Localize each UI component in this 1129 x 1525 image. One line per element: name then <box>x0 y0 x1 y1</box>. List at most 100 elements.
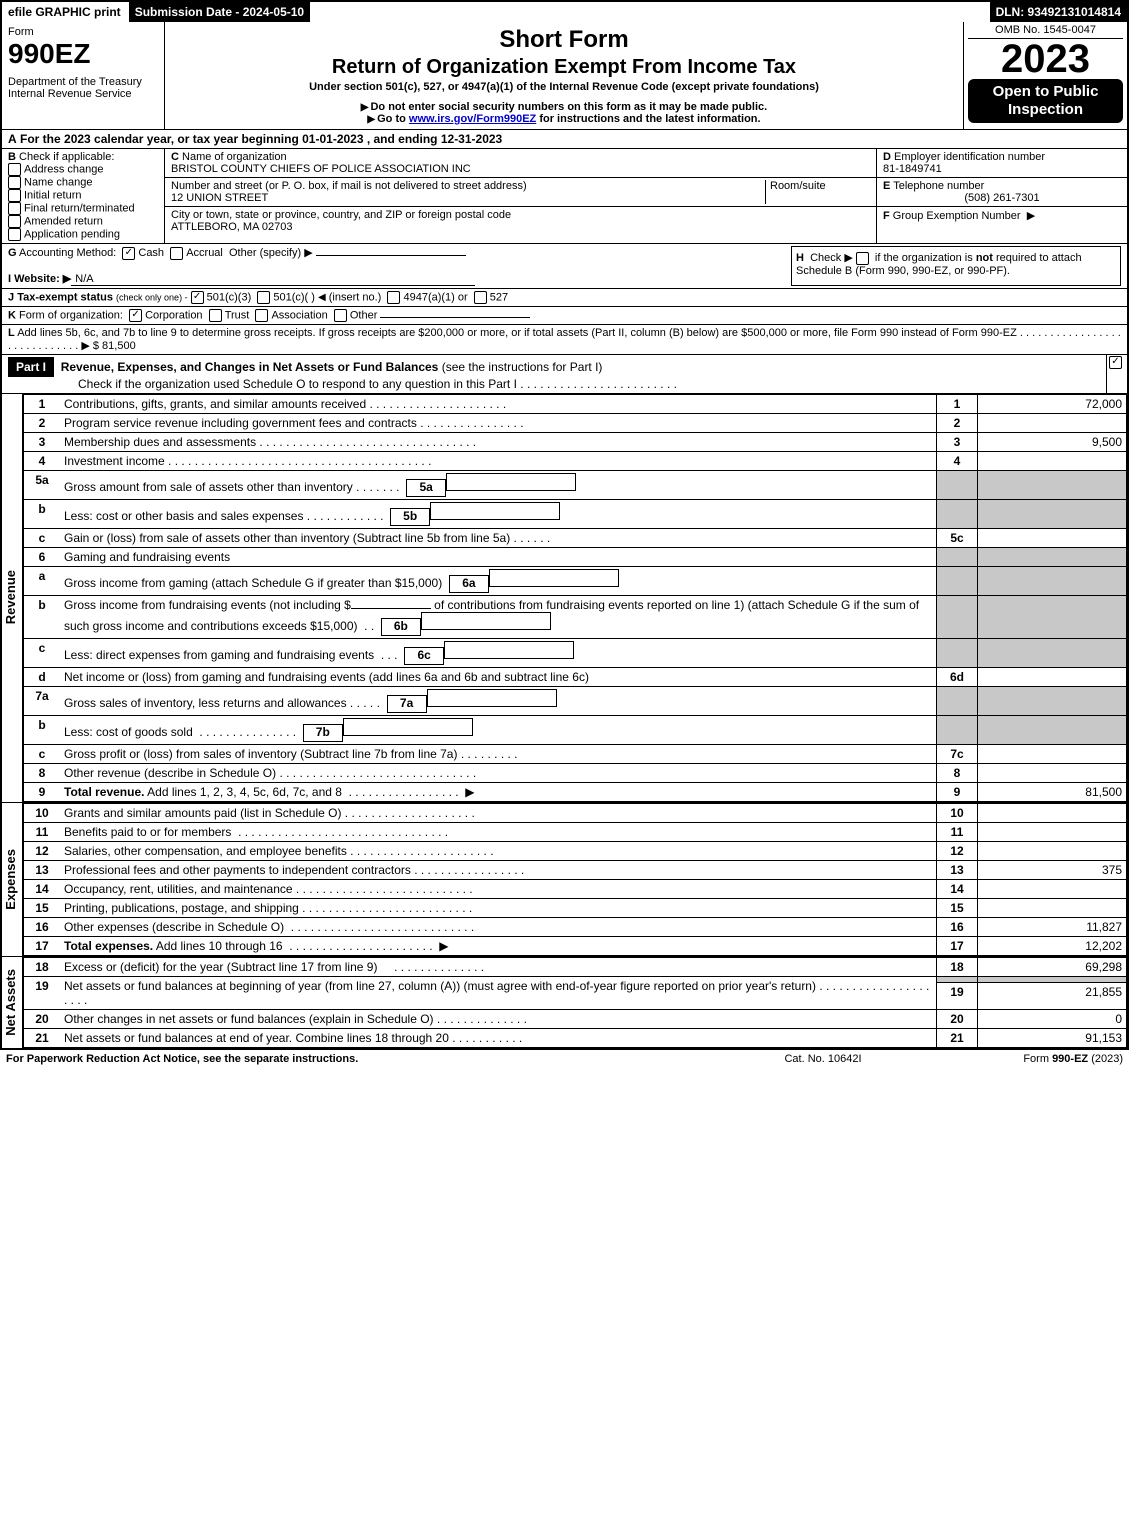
l19-val: 21,855 <box>978 983 1127 1009</box>
submission-date: Submission Date - 2024-05-10 <box>129 2 312 22</box>
l20-box: 20 <box>937 1009 978 1028</box>
c-addr-label: Number and street (or P. O. box, if mail… <box>171 180 527 192</box>
col-c: C Name of organization BRISTOL COUNTY CH… <box>165 149 877 243</box>
l6c-ival <box>444 641 574 659</box>
netassets-section: Net Assets 18Excess or (deficit) for the… <box>2 957 1127 1048</box>
b-label: Check if applicable: <box>19 151 114 163</box>
checkbox-accrual[interactable] <box>170 247 183 260</box>
header-right: OMB No. 1545-0047 2023 Open to Public In… <box>964 22 1127 129</box>
checkbox-app-pending[interactable] <box>8 228 21 241</box>
l7a-val-shade <box>978 686 1127 715</box>
l8-val <box>978 763 1127 782</box>
l18-desc: Excess or (deficit) for the year (Subtra… <box>60 957 937 976</box>
k-assoc: Association <box>271 309 327 321</box>
l17-no: 17 <box>24 936 61 955</box>
l16-box: 16 <box>937 917 978 936</box>
checkbox-corp[interactable] <box>129 309 142 322</box>
l20-no: 20 <box>24 1009 61 1028</box>
g-cash: Cash <box>138 247 164 259</box>
checkbox-name-change[interactable] <box>8 176 21 189</box>
l12-no: 12 <box>24 841 61 860</box>
l5c-no: c <box>24 528 61 547</box>
checkbox-cash[interactable] <box>122 247 135 260</box>
l2-box: 2 <box>937 413 978 432</box>
l4-no: 4 <box>24 451 61 470</box>
header-mid: Short Form Return of Organization Exempt… <box>165 22 964 129</box>
footer-cat-no: Cat. No. 10642I <box>723 1053 923 1065</box>
l5b-no: b <box>24 499 61 528</box>
j-note: (check only one) - <box>116 292 188 302</box>
line-l: L Add lines 5b, 6c, and 7b to line 9 to … <box>2 325 1127 355</box>
l3-no: 3 <box>24 432 61 451</box>
l7a-box-shade <box>937 686 978 715</box>
l11-box: 11 <box>937 822 978 841</box>
open-public-badge: Open to Public Inspection <box>968 79 1123 123</box>
l6b-desc: Gross income from fundraising events (no… <box>60 595 937 638</box>
line-a-text: For the 2023 calendar year, or tax year … <box>20 132 502 146</box>
checkbox-address-change[interactable] <box>8 163 21 176</box>
l21-box: 21 <box>937 1028 978 1047</box>
h-text2: if the organization is <box>875 252 973 264</box>
form-number: 990EZ <box>8 38 158 70</box>
opt-name-change: Name change <box>24 176 93 188</box>
efile-print-label[interactable]: efile GRAPHIC print <box>2 2 129 22</box>
l18-no: 18 <box>24 957 61 976</box>
l17-desc: Total expenses. Add lines 10 through 16 … <box>60 936 937 955</box>
l6d-val <box>978 667 1127 686</box>
l2-no: 2 <box>24 413 61 432</box>
sub2-text: Do not enter social security numbers on … <box>370 101 767 113</box>
checkbox-initial-return[interactable] <box>8 189 21 202</box>
l9-box: 9 <box>937 782 978 801</box>
l6c-box-shade <box>937 638 978 667</box>
checkbox-501c[interactable] <box>257 291 270 304</box>
l7b-desc: Less: cost of goods sold . . . . . . . .… <box>60 715 937 744</box>
checkbox-501c3[interactable] <box>191 291 204 304</box>
l6d-no: d <box>24 667 61 686</box>
l10-box: 10 <box>937 803 978 822</box>
l6a-val-shade <box>978 566 1127 595</box>
expenses-table: 10Grants and similar amounts paid (list … <box>23 803 1127 956</box>
l6c-no: c <box>24 638 61 667</box>
l5a-ival <box>446 473 576 491</box>
top-bar: efile GRAPHIC print Submission Date - 20… <box>2 2 1127 22</box>
l6b-ival <box>421 612 551 630</box>
l15-box: 15 <box>937 898 978 917</box>
checkbox-527[interactable] <box>474 291 487 304</box>
l5a-ibox: 5a <box>406 479 446 497</box>
l6b-box-shade <box>937 595 978 638</box>
l20-val: 0 <box>978 1009 1127 1028</box>
checkbox-amended-return[interactable] <box>8 215 21 228</box>
irs-link[interactable]: www.irs.gov/Form990EZ <box>409 113 536 125</box>
l14-no: 14 <box>24 879 61 898</box>
checkbox-4947[interactable] <box>387 291 400 304</box>
checkbox-part1-scho[interactable] <box>1109 356 1122 369</box>
l5b-desc: Less: cost or other basis and sales expe… <box>60 499 937 528</box>
checkbox-other[interactable] <box>334 309 347 322</box>
l1-desc: Contributions, gifts, grants, and simila… <box>60 394 937 413</box>
l19-box: 19 <box>937 983 978 1009</box>
form-container: efile GRAPHIC print Submission Date - 20… <box>0 0 1129 1050</box>
f-label: Group Exemption Number <box>893 210 1021 222</box>
form-word: Form <box>8 26 158 38</box>
e-label: Telephone number <box>893 180 984 192</box>
checkbox-trust[interactable] <box>209 309 222 322</box>
l7c-box: 7c <box>937 744 978 763</box>
l1-val: 72,000 <box>978 394 1127 413</box>
opt-app-pending: Application pending <box>24 228 120 240</box>
tax-year: 2023 <box>968 39 1123 79</box>
checkbox-final-return[interactable] <box>8 202 21 215</box>
l10-desc: Grants and similar amounts paid (list in… <box>60 803 937 822</box>
checkbox-h[interactable] <box>856 252 869 265</box>
checkbox-assoc[interactable] <box>255 309 268 322</box>
col-b: B Check if applicable: Address change Na… <box>2 149 165 243</box>
part1-note: (see the instructions for Part I) <box>442 360 603 374</box>
l6-desc: Gaming and fundraising events <box>60 547 937 566</box>
revenue-section: Revenue 1Contributions, gifts, grants, a… <box>2 394 1127 803</box>
l2-val <box>978 413 1127 432</box>
l19-box-shade <box>937 976 978 983</box>
part1-check-cell <box>1106 355 1127 393</box>
j-o2: 501(c)( ) <box>273 291 315 303</box>
l8-no: 8 <box>24 763 61 782</box>
l5a-no: 5a <box>24 470 61 499</box>
l7c-desc: Gross profit or (loss) from sales of inv… <box>60 744 937 763</box>
